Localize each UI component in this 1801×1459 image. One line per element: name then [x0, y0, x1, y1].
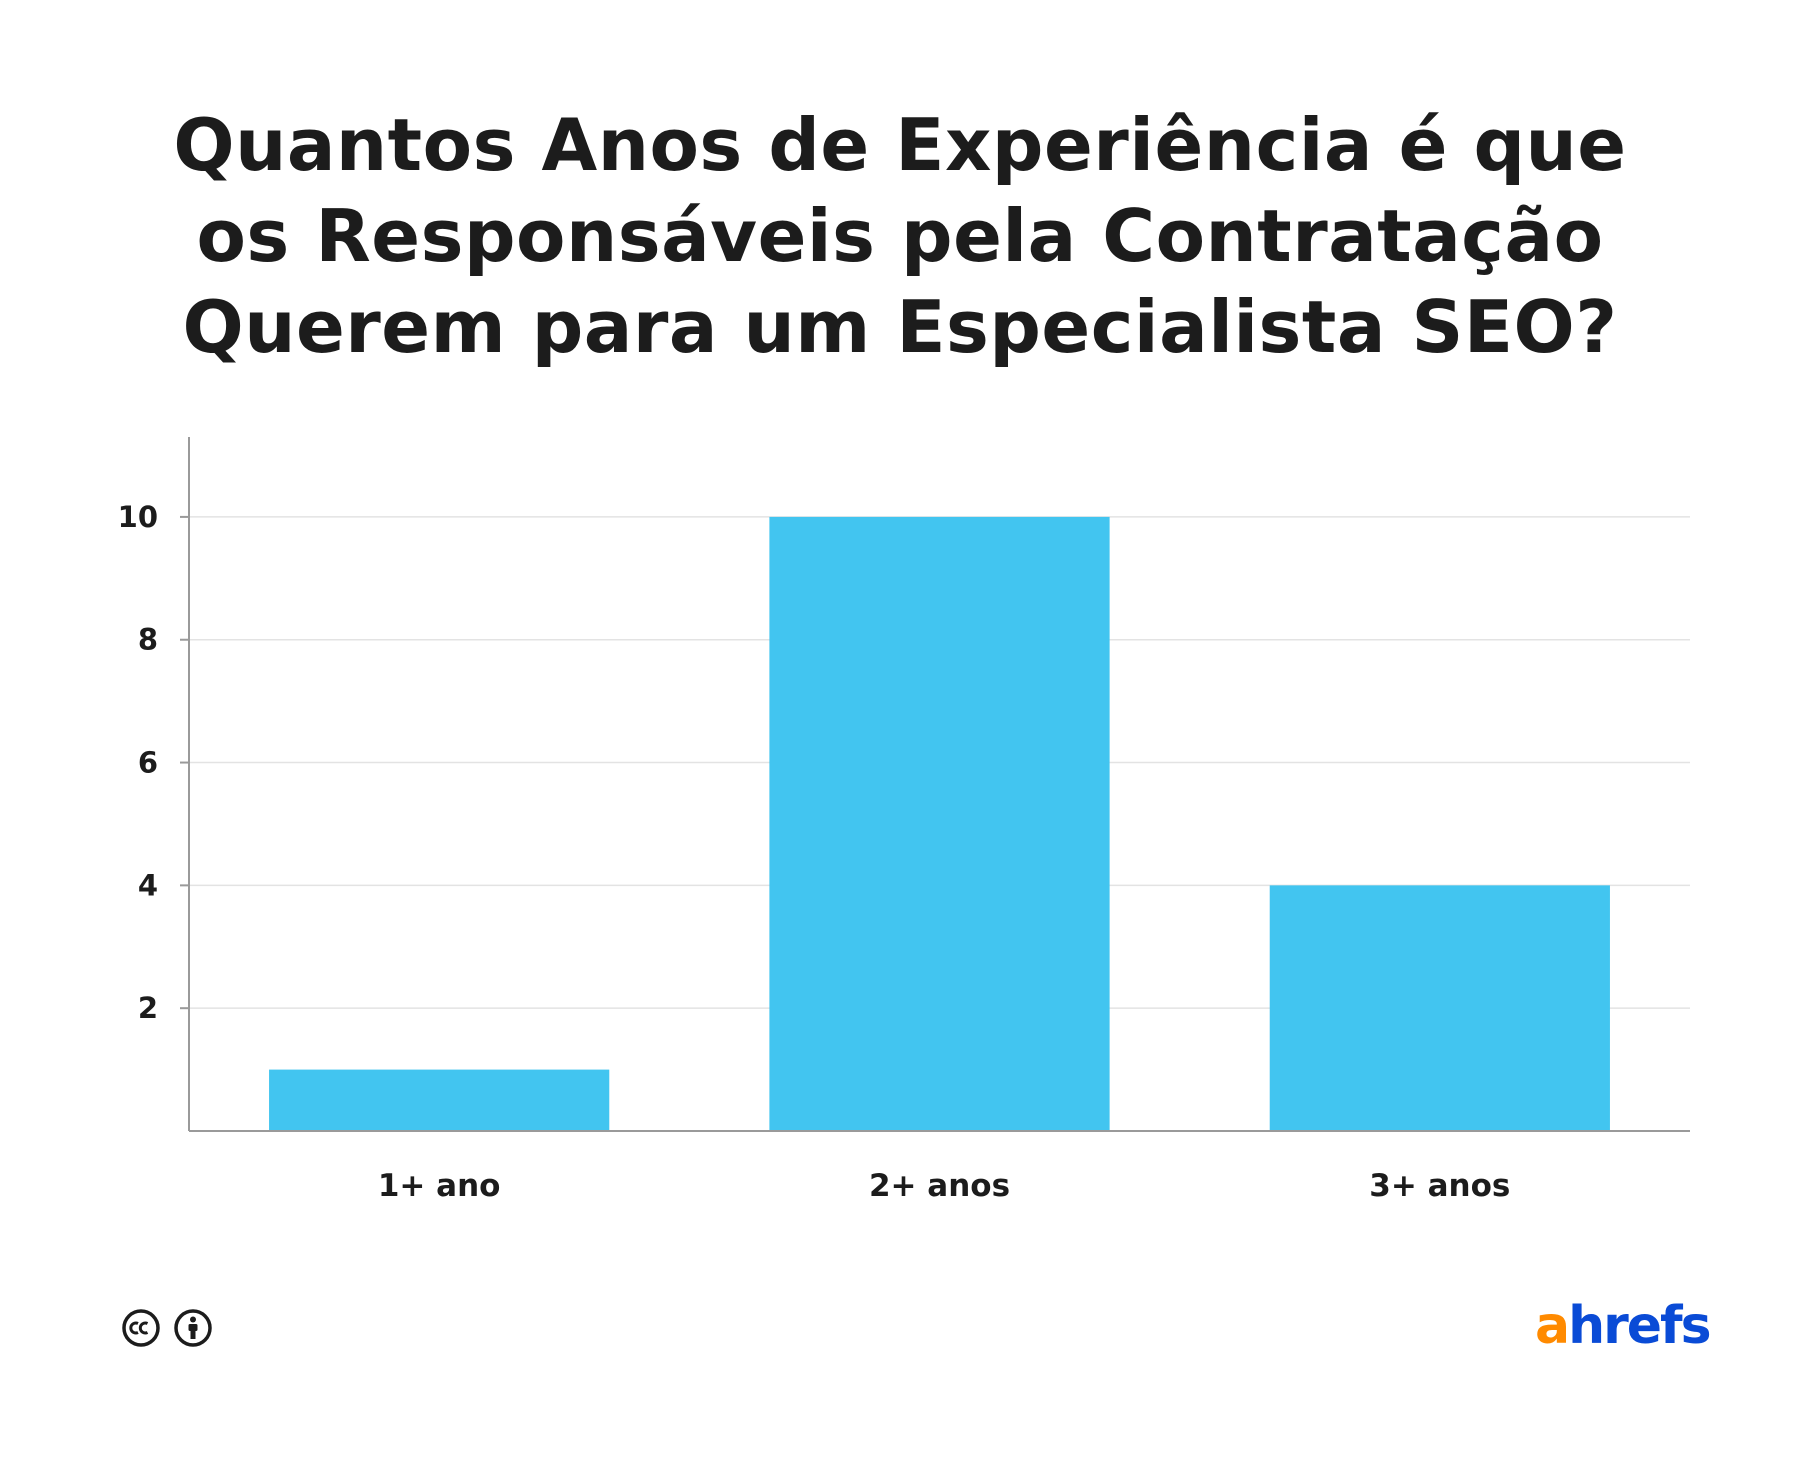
y-tick-label-10: 10 [118, 500, 158, 534]
by-attribution-icon [173, 1308, 213, 1352]
ahrefs-logo: ahrefs [1535, 1296, 1712, 1356]
chart-title-line-3: Querem para um Especialista SEO? [182, 285, 1618, 369]
y-tick-label-6: 6 [138, 746, 158, 780]
logo-part-a: a [1535, 1296, 1570, 1356]
bar-3 [1269, 885, 1610, 1131]
x-category-label-1: 1+ ano [378, 1168, 501, 1204]
cc-icon [121, 1308, 161, 1352]
y-tick-label-8: 8 [138, 623, 158, 657]
y-tick-labels: 2 4 6 8 10 [118, 500, 158, 1025]
y-tick-label-2: 2 [138, 991, 158, 1025]
x-category-label-2: 2+ anos [869, 1168, 1010, 1204]
bars [269, 516, 1610, 1131]
y-tick-label-4: 4 [138, 868, 158, 902]
axes [188, 437, 1690, 1132]
chart-title-line-1: Quantos Anos de Experiência é que [173, 103, 1627, 187]
license-icons [121, 1308, 213, 1352]
x-category-labels: 1+ ano 2+ anos 3+ anos [378, 1168, 1511, 1204]
chart-title: Quantos Anos de Experiência é que os Res… [150, 100, 1650, 373]
x-category-label-3: 3+ anos [1369, 1168, 1510, 1204]
chart-title-line-2: os Responsáveis pela Contratação [196, 194, 1604, 278]
bar-2 [769, 516, 1110, 1131]
logo-part-hrefs: hrefs [1568, 1296, 1712, 1356]
bar-1 [269, 1069, 610, 1131]
